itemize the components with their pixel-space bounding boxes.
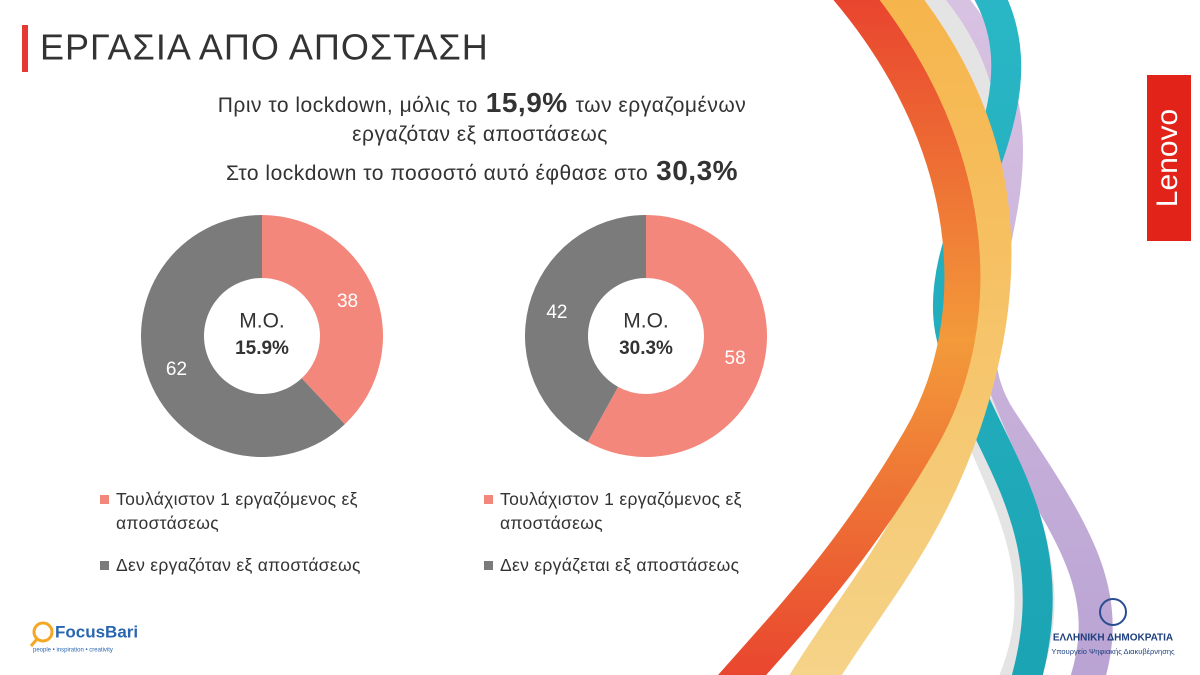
center-label: Μ.Ο. xyxy=(623,310,669,333)
headline-text: των εργαζομένων xyxy=(576,94,747,117)
headline: Πριν το lockdown, μόλις το 15,9% των εργαζ… xyxy=(218,87,747,186)
legend-item: Δεν εργαζόταν εξ αποστάσεως xyxy=(100,553,440,577)
donut-slice xyxy=(525,215,646,443)
headline-highlight: 30,3% xyxy=(656,155,738,186)
ribbons xyxy=(718,0,1113,675)
center-value: 15.9% xyxy=(235,338,289,359)
legend-swatch xyxy=(484,561,493,570)
donut-slice xyxy=(587,215,767,458)
focusbari-text: FocusBari xyxy=(55,622,138,641)
headline-text: Πριν το lockdown, μόλις το xyxy=(218,94,478,117)
headline-line: Στο lockdown το ποσοστό αυτό έφθασε στο 3… xyxy=(226,155,738,186)
focusbari-tagline: people • inspiration • creativity xyxy=(33,648,113,654)
headline-highlight: 15,9% xyxy=(486,87,568,118)
lenovo-text: Lenovo xyxy=(1151,109,1184,207)
legend-item: Τουλάχιστον 1 εργαζόμενος εξ αποστάσεως xyxy=(484,487,824,535)
legend-item: Δεν εργάζεται εξ αποστάσεως xyxy=(484,553,824,577)
legend-swatch xyxy=(100,495,109,504)
legend: Τουλάχιστον 1 εργαζόμενος εξ αποστάσεως Δ… xyxy=(484,487,824,595)
legend: Τουλάχιστον 1 εργαζόμενος εξ αποστάσεως Δ… xyxy=(100,487,440,595)
title-bar xyxy=(22,25,28,72)
center-label: Μ.Ο. xyxy=(239,310,285,333)
data-label: 62 xyxy=(166,359,187,380)
headline-line: Πριν το lockdown, μόλις το 15,9% των εργαζ… xyxy=(218,87,747,118)
donut-slice xyxy=(262,215,383,425)
data-label: 42 xyxy=(546,302,567,323)
gov-subtext: Υπουργείο Ψηφιακής Διακυβέρνησης xyxy=(1051,647,1175,656)
gov-text: ΕΛΛΗΝΙΚΗ ΔΗΜΟΚΡΑΤΙΑ xyxy=(1053,633,1173,644)
center-value: 30.3% xyxy=(619,338,673,359)
data-label: 58 xyxy=(725,348,746,369)
legend-item: Τουλάχιστον 1 εργαζόμενος εξ αποστάσεως xyxy=(100,487,440,535)
slide-title: ΕΡΓΑΣΙΑ ΑΠΟ ΑΠΟΣΤΑΣΗ xyxy=(40,27,489,68)
headline-line: εργαζόταν εξ αποστάσεως xyxy=(352,123,608,146)
focusbari-icon xyxy=(29,638,39,647)
donut-slice xyxy=(140,215,345,457)
headline-text: Στο lockdown το ποσοστό αυτό έφθασε στο xyxy=(226,162,648,185)
legend-swatch xyxy=(100,561,109,570)
gov-emblem xyxy=(1099,598,1127,626)
legend-swatch xyxy=(484,495,493,504)
data-label: 38 xyxy=(337,291,358,312)
lenovo-logo xyxy=(1147,75,1191,241)
focusbari-icon xyxy=(32,621,54,643)
